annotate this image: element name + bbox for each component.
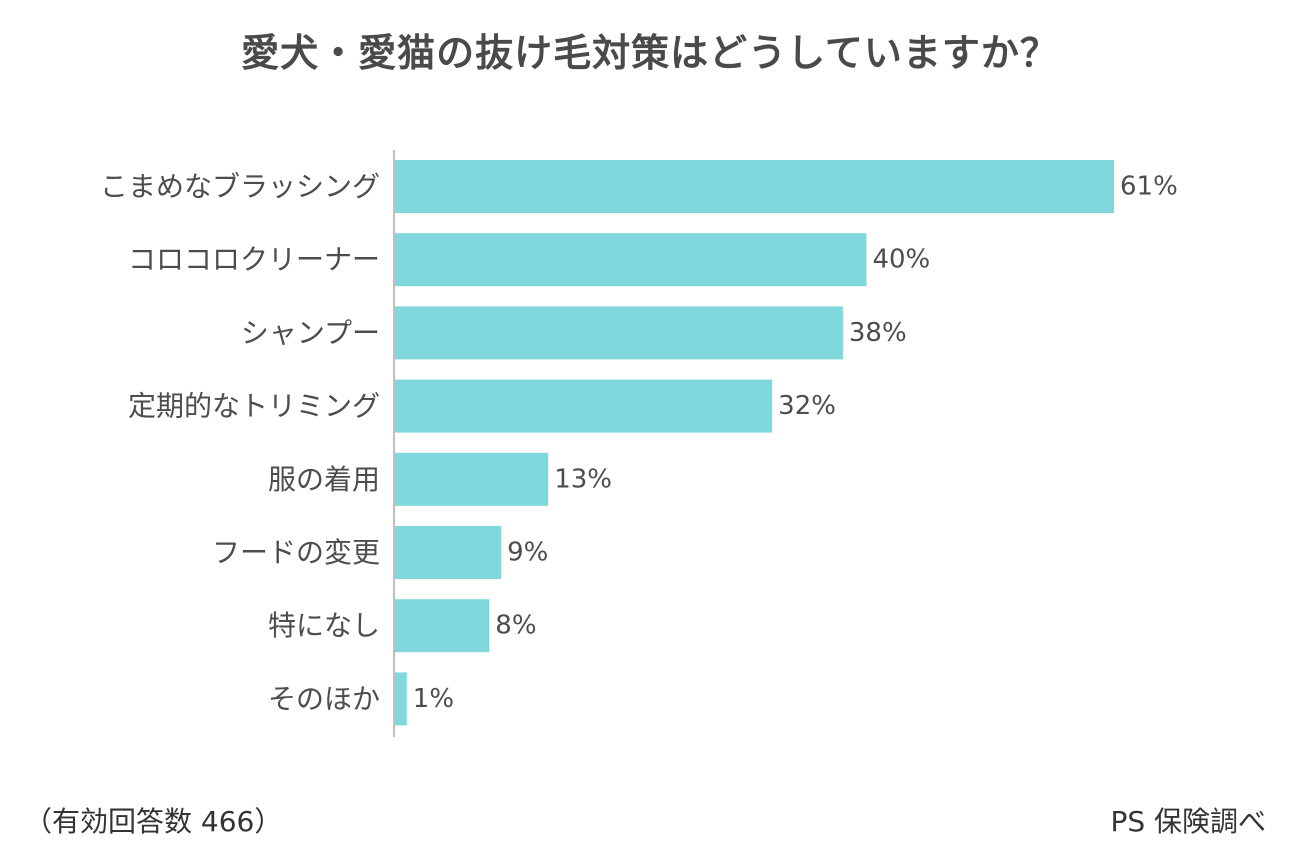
category-label-6: 特になし (268, 609, 380, 642)
value-label-5: 9% (507, 538, 548, 568)
value-label-0: 61% (1120, 172, 1178, 202)
bar-3 (395, 379, 773, 433)
value-label-4: 13% (554, 464, 612, 494)
bar-2 (395, 306, 843, 360)
category-label-3: 定期的なトリミング (128, 390, 380, 423)
category-label-7: そのほか (268, 682, 380, 715)
value-label-2: 38% (849, 318, 907, 348)
source-note: PS 保険調べ (1110, 805, 1266, 838)
bar-7 (395, 672, 407, 726)
category-label-4: 服の着用 (268, 463, 380, 496)
bar-0 (395, 160, 1114, 213)
bar-5 (395, 526, 502, 579)
value-label-1: 40% (872, 245, 930, 275)
bar-6 (395, 599, 490, 653)
value-label-6: 8% (495, 611, 536, 641)
bar-4 (395, 452, 549, 506)
chart-title: 愛犬・愛猫の抜け毛対策はどうしていますか？ (241, 31, 1059, 75)
value-label-3: 32% (778, 391, 836, 421)
category-label-1: コロコロクリーナー (128, 243, 380, 276)
category-label-0: こまめなブラッシング (100, 170, 380, 203)
sample-size-note: （有効回答数 466） (24, 805, 283, 838)
value-label-7: 1% (413, 684, 454, 714)
category-label-5: フードの変更 (212, 536, 380, 569)
bar-1 (395, 233, 867, 287)
category-label-2: シャンプー (241, 316, 380, 349)
